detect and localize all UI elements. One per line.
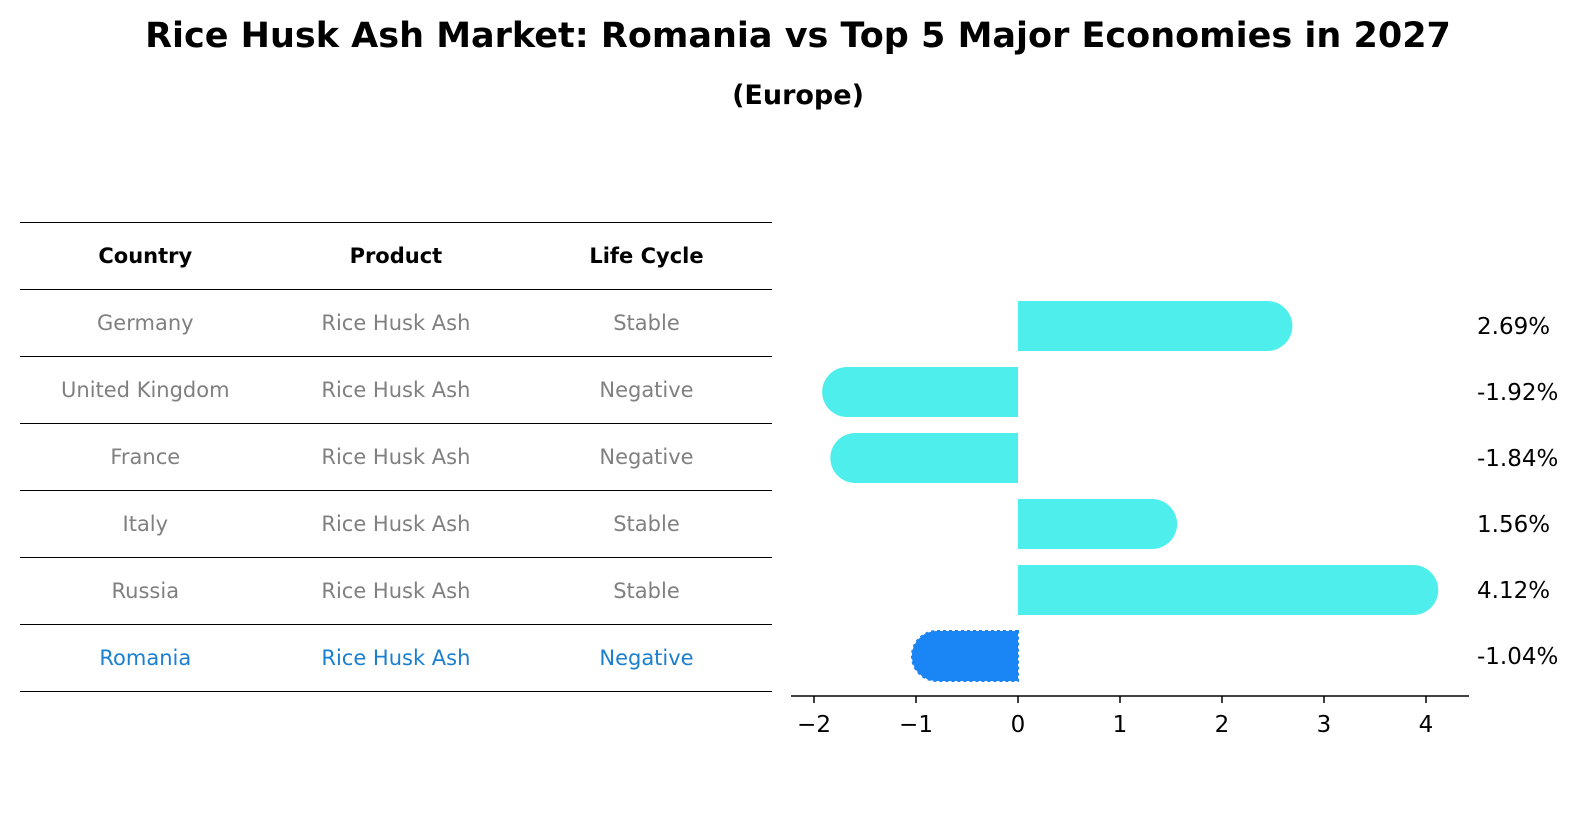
- table-header-row: Country Product Life Cycle: [20, 222, 772, 290]
- bar-italy: [1018, 499, 1178, 549]
- bar-value-label: -1.04%: [1477, 644, 1558, 670]
- x-axis-tick-label: 0: [1011, 712, 1026, 738]
- bar-germany: [1018, 301, 1293, 351]
- x-axis-tick-label: 2: [1215, 712, 1230, 738]
- column-header-life-cycle: Life Cycle: [589, 244, 704, 268]
- bar-russia: [1018, 565, 1439, 615]
- product-cell: Rice Husk Ash: [321, 445, 471, 469]
- x-axis-tick-label: −1: [899, 712, 933, 738]
- table-row: Germany Rice Husk Ash Stable: [20, 290, 772, 357]
- table-row: United Kingdom Rice Husk Ash Negative: [20, 357, 772, 424]
- life-cycle-cell: Negative: [599, 646, 694, 670]
- x-axis-tick-label: −2: [797, 712, 831, 738]
- bar-value-label: -1.84%: [1477, 446, 1558, 472]
- column-header-product: Product: [349, 244, 443, 268]
- product-cell: Rice Husk Ash: [321, 579, 471, 603]
- product-cell: Rice Husk Ash: [321, 646, 471, 670]
- x-axis-tick-label: 4: [1419, 712, 1434, 738]
- bar-value-label: 4.12%: [1477, 578, 1550, 604]
- table-row: Italy Rice Husk Ash Stable: [20, 491, 772, 558]
- table-row-highlighted: Romania Rice Husk Ash Negative: [20, 625, 772, 692]
- country-cell: United Kingdom: [61, 378, 230, 402]
- life-cycle-cell: Stable: [613, 579, 680, 603]
- column-header-country: Country: [98, 244, 193, 268]
- country-cell: Russia: [111, 579, 180, 603]
- table-row: Russia Rice Husk Ash Stable: [20, 558, 772, 625]
- data-table: Country Product Life Cycle Germany Rice …: [20, 222, 772, 692]
- product-cell: Rice Husk Ash: [321, 378, 471, 402]
- bar-romania: [911, 630, 1019, 682]
- bar-united-kingdom: [822, 367, 1018, 417]
- life-cycle-cell: Stable: [613, 512, 680, 536]
- bar-value-label: -1.92%: [1477, 380, 1558, 406]
- country-cell: Romania: [99, 646, 192, 670]
- product-cell: Rice Husk Ash: [321, 311, 471, 335]
- product-cell: Rice Husk Ash: [321, 512, 471, 536]
- bar-value-label: 2.69%: [1477, 314, 1550, 340]
- x-axis-tick-label: 1: [1113, 712, 1128, 738]
- country-cell: Germany: [97, 311, 194, 335]
- chart-title: Rice Husk Ash Market: Romania vs Top 5 M…: [145, 16, 1451, 56]
- bar-france: [830, 433, 1018, 483]
- life-cycle-cell: Negative: [599, 445, 694, 469]
- bar-value-label: 1.56%: [1477, 512, 1550, 538]
- table-row: France Rice Husk Ash Negative: [20, 424, 772, 491]
- life-cycle-cell: Stable: [613, 311, 680, 335]
- chart-subtitle: (Europe): [732, 80, 864, 111]
- country-cell: Italy: [122, 512, 169, 536]
- country-cell: France: [110, 445, 181, 469]
- x-axis-tick-label: 3: [1317, 712, 1332, 738]
- life-cycle-cell: Negative: [599, 378, 694, 402]
